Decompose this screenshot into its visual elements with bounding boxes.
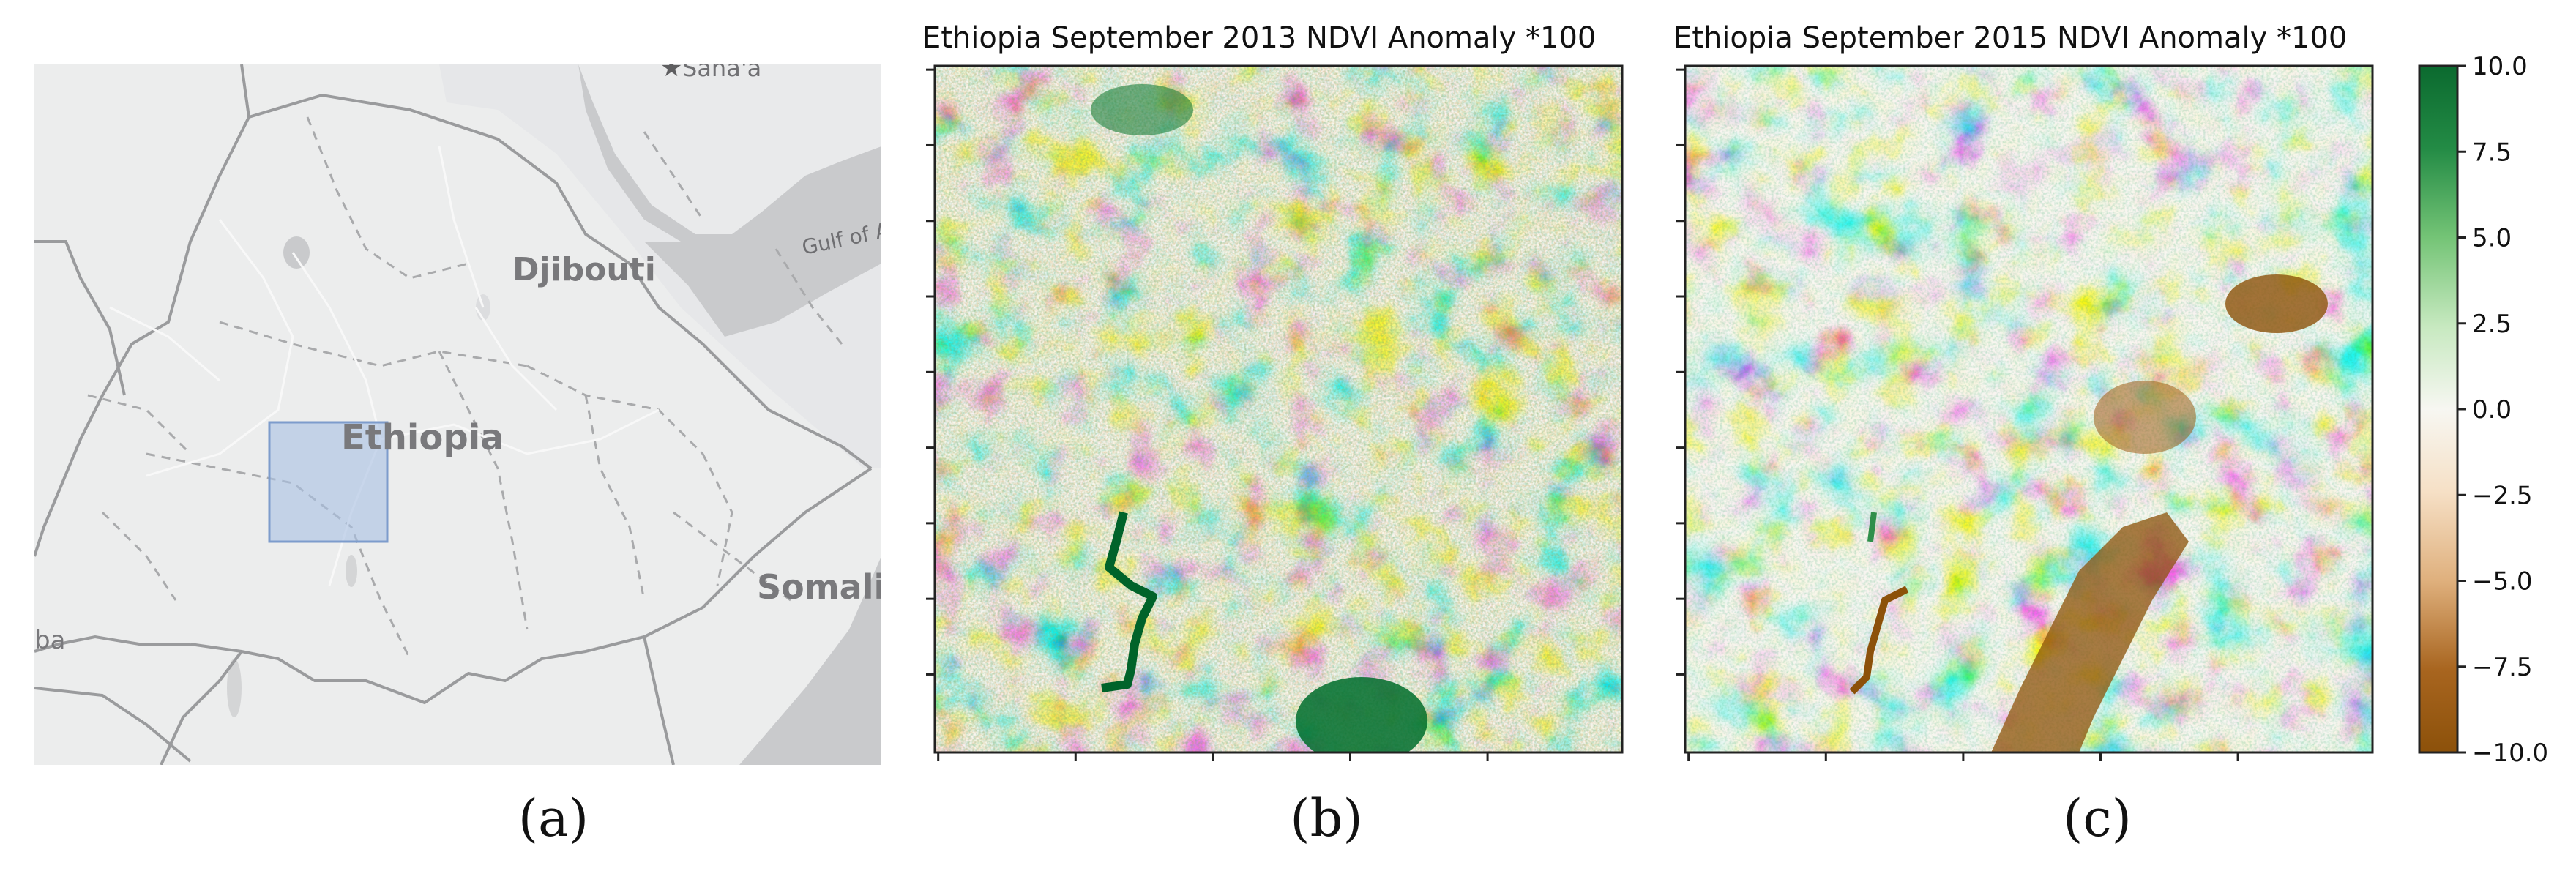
colorbar-ticks: 10.0 7.5 5.0 2.5 0.0 −2.5 −5.0 −7.5 −10.0 (2457, 52, 2548, 768)
colorbar-tick-label: −10.0 (2472, 739, 2548, 768)
panel-b-ticks (926, 68, 1489, 761)
panel-c-ticks (1676, 68, 2239, 761)
green-anomaly (1296, 677, 1427, 752)
capital-star-icon: ★ (660, 53, 682, 83)
colorbar: 10.0 7.5 5.0 2.5 0.0 −2.5 −5.0 −7.5 −10.0 (2418, 52, 2548, 768)
region-boundaries (87, 116, 843, 659)
study-area-box (268, 421, 389, 543)
gulf-of-aden (644, 139, 881, 337)
colorbar-tick-label: 10.0 (2472, 52, 2528, 81)
brown-anomaly (2225, 274, 2328, 333)
brown-anomaly (1991, 512, 2189, 752)
land-area (34, 64, 881, 765)
colorbar-tick-label: 2.5 (2472, 310, 2512, 339)
reservoir-2015 (1849, 586, 1909, 695)
panel-b-title: Ethiopia September 2013 NDVI Anomaly *10… (922, 21, 1596, 55)
panel-a-map: ★ Sana'a Djibouti Gulf of A Ethiopia Som… (34, 53, 885, 765)
reservoir-north (1867, 512, 1877, 542)
roads (109, 146, 660, 586)
panel-c-raster (1685, 66, 2372, 752)
map-label-ba: ba (34, 626, 65, 655)
colorbar-tick-label: −5.0 (2472, 567, 2533, 597)
arabian-land (578, 64, 881, 234)
panel-b-raster (935, 66, 1622, 752)
panel-c-title: Ethiopia September 2015 NDVI Anomaly *10… (1673, 21, 2347, 55)
panel-c-ndvi-2015: Ethiopia September 2015 NDVI Anomaly *10… (1673, 21, 2374, 848)
panel-b-ndvi-2013: Ethiopia September 2013 NDVI Anomaly *10… (922, 21, 1624, 848)
map-label-djibouti: Djibouti (512, 251, 656, 288)
colorbar-tick-label: −2.5 (2472, 481, 2533, 510)
panel-c-caption: (c) (2063, 788, 2132, 848)
colorbar-tick-label: −7.5 (2472, 653, 2533, 682)
lake-turkana (227, 659, 242, 717)
panel-b-caption: (b) (1290, 788, 1362, 848)
lake-tana (283, 236, 310, 269)
map-label-somalia: Somali (757, 567, 885, 607)
colorbar-tick-label: 0.0 (2472, 395, 2512, 425)
indian-ocean (739, 556, 881, 765)
country-borders (34, 64, 873, 765)
lake (346, 555, 357, 587)
map-label-ethiopia: Ethiopia (341, 417, 504, 458)
panel-b-frame (933, 64, 1624, 754)
colorbar-tick-label: 5.0 (2472, 224, 2512, 253)
colorbar-gradient (2418, 64, 2459, 754)
reservoir-2013 (1101, 511, 1157, 692)
brown-anomaly (2094, 381, 2196, 454)
panel-a-caption: (a) (518, 788, 589, 848)
green-anomaly (1091, 84, 1193, 135)
panel-c-frame (1684, 64, 2374, 754)
colorbar-tick-label: 7.5 (2472, 138, 2512, 167)
map-label-sanaa: Sana'a (682, 54, 761, 82)
